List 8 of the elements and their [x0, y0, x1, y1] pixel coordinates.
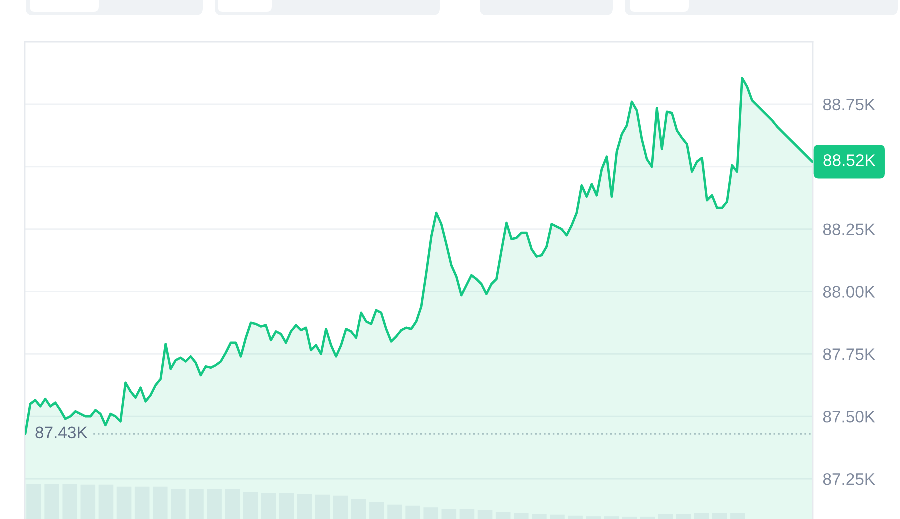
text: 88.52K: [824, 154, 876, 166]
y-tick-label: 88.00K: [823, 286, 876, 298]
ref-line-label: 87.43K: [36, 426, 88, 439]
y-tick-label: 87.50K: [823, 411, 876, 423]
y-tick-label: 87.75K: [823, 348, 876, 360]
y-tick-label: 87.25K: [823, 473, 876, 486]
y-tick-label: 88.25K: [823, 224, 876, 236]
y-tick-label: 88.75K: [823, 98, 876, 111]
